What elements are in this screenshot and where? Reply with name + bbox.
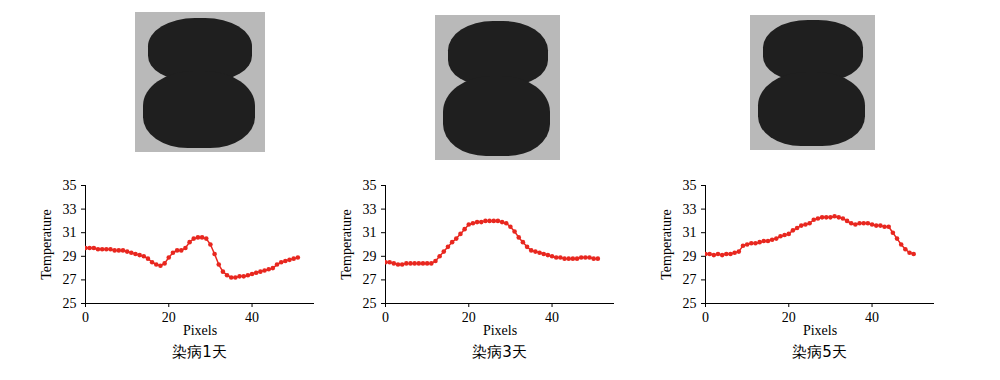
svg-text:20: 20	[782, 310, 796, 325]
svg-text:27: 27	[363, 272, 377, 287]
svg-text:35: 35	[683, 178, 697, 193]
svg-text:20: 20	[162, 310, 176, 325]
svg-text:40: 40	[865, 310, 879, 325]
svg-text:29: 29	[63, 249, 77, 264]
html-text:染病3天: 染病3天	[472, 343, 527, 361]
svg-text:35: 35	[63, 178, 77, 193]
html-text:染病1天: 染病1天	[172, 343, 227, 361]
svg-text:33: 33	[683, 202, 697, 217]
svg-text:25: 25	[683, 296, 697, 311]
svg-text:29: 29	[363, 249, 377, 264]
svg-text:Temperature: Temperature	[659, 209, 674, 280]
svg-text:25: 25	[363, 296, 377, 311]
svg-text:29: 29	[683, 249, 697, 264]
svg-text:27: 27	[63, 272, 77, 287]
svg-text:Pixels: Pixels	[803, 323, 837, 338]
svg-text:27: 27	[683, 272, 697, 287]
svg-text:20: 20	[462, 310, 476, 325]
html-text:染病5天: 染病5天	[792, 343, 847, 361]
svg-text:31: 31	[363, 225, 377, 240]
svg-text:Temperature: Temperature	[39, 209, 54, 280]
svg-text:25: 25	[63, 296, 77, 311]
svg-text:33: 33	[63, 202, 77, 217]
svg-text:33: 33	[363, 202, 377, 217]
svg-text:Temperature: Temperature	[339, 209, 354, 280]
svg-text:31: 31	[683, 225, 697, 240]
svg-text:Pixels: Pixels	[483, 323, 517, 338]
svg-text:Pixels: Pixels	[183, 323, 217, 338]
svg-text:40: 40	[245, 310, 259, 325]
svg-text:35: 35	[363, 178, 377, 193]
svg-text:0: 0	[382, 310, 389, 325]
svg-text:0: 0	[82, 310, 89, 325]
svg-text:40: 40	[545, 310, 559, 325]
svg-text:0: 0	[702, 310, 709, 325]
svg-text:31: 31	[63, 225, 77, 240]
